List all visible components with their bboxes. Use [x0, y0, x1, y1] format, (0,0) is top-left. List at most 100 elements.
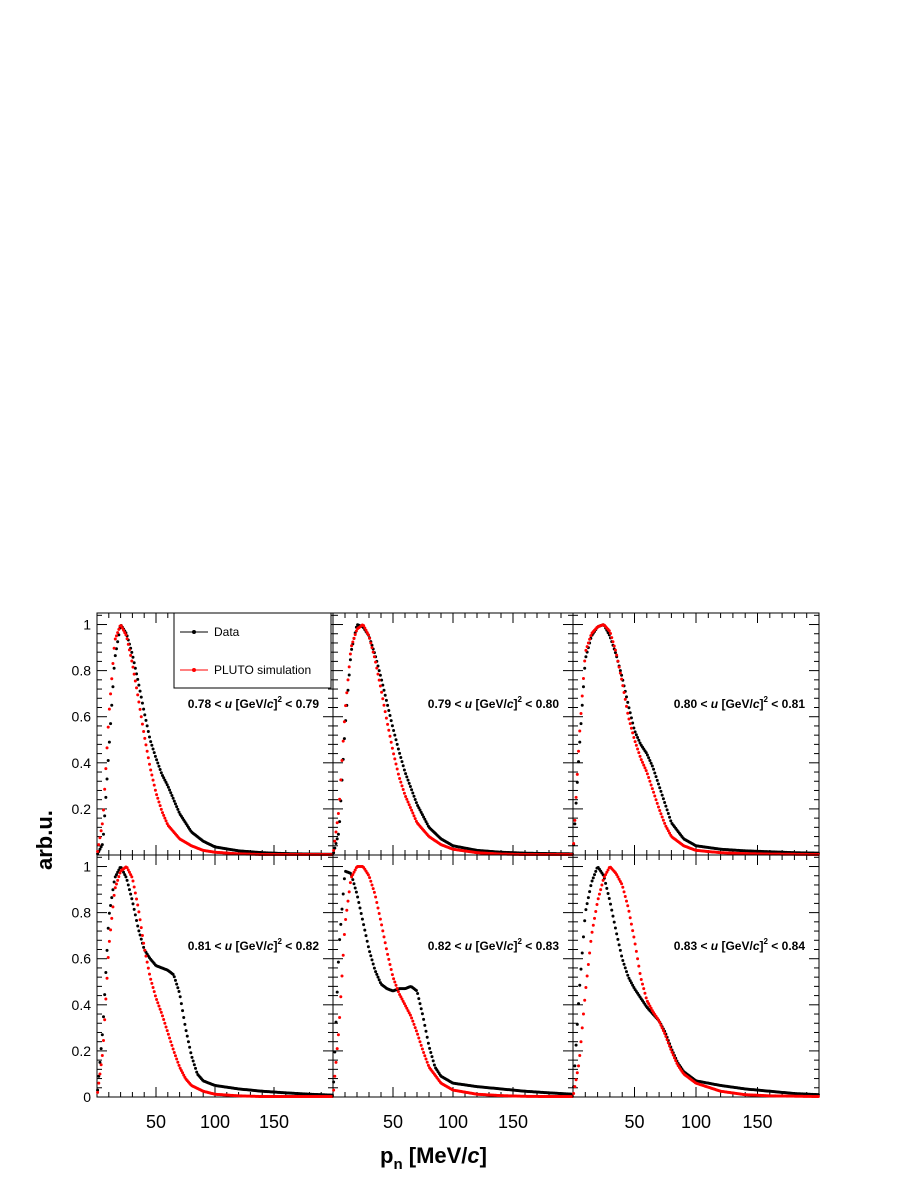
data-point	[412, 814, 416, 818]
data-point	[615, 932, 619, 936]
data-point	[333, 839, 337, 843]
data-point	[148, 735, 152, 739]
data-point	[663, 1031, 667, 1035]
data-point	[631, 983, 635, 987]
data-point	[101, 808, 105, 812]
data-point	[172, 975, 176, 979]
data-point	[399, 756, 403, 760]
data-point	[428, 1046, 432, 1050]
data-point	[626, 711, 630, 715]
data-point	[164, 1025, 168, 1029]
data-point	[98, 836, 102, 840]
data-point	[117, 627, 121, 631]
data-point	[650, 764, 654, 768]
data-point	[109, 903, 113, 907]
data-point	[426, 1063, 430, 1067]
data-point	[816, 1095, 820, 1098]
data-point	[346, 678, 350, 682]
data-point	[618, 948, 622, 952]
data-point	[610, 908, 614, 912]
panel-grid: 0.2 0.4 0.6 0.8 1 0.78 < u [GeV/c]2 < 0.79 0.7…	[72, 612, 820, 1132]
data-point	[347, 665, 351, 669]
data-point	[410, 808, 414, 812]
data-point	[641, 760, 644, 764]
data-point	[411, 791, 415, 795]
data-point	[153, 754, 157, 758]
data-point	[574, 795, 578, 799]
data-point	[395, 742, 399, 746]
data-point	[127, 870, 131, 874]
data-point	[333, 1050, 337, 1054]
data-point	[417, 997, 421, 1001]
data-point	[114, 873, 118, 877]
data-point	[351, 640, 355, 644]
x-axis-title-main: p	[380, 1143, 393, 1168]
data-point	[407, 781, 411, 785]
data-point	[663, 821, 667, 825]
data-point	[105, 746, 109, 750]
data-point	[116, 631, 120, 635]
legend-item-sim: PLUTO simulation	[180, 663, 311, 677]
data-point	[674, 1059, 678, 1063]
data-point	[634, 743, 638, 747]
x-tick-label: 150	[498, 1112, 528, 1132]
data-point	[168, 1036, 172, 1040]
data-point	[387, 708, 391, 712]
data-point	[137, 910, 141, 914]
legend-item-data: Data	[180, 625, 240, 639]
y-tick-label: 0.2	[72, 1043, 92, 1059]
data-point	[334, 841, 338, 845]
data-point	[136, 924, 140, 928]
data-point	[577, 1064, 581, 1068]
data-point	[631, 731, 635, 735]
data-point	[581, 1012, 585, 1016]
data-point	[364, 934, 368, 938]
data-point	[181, 1009, 185, 1013]
data-point	[339, 778, 343, 782]
panel-1: 0.2 0.4 0.6 0.8 1 0.78 < u [GeV/c]2 < 0.79	[72, 612, 334, 856]
data-point	[99, 1063, 103, 1067]
data-point	[332, 851, 336, 855]
data-point	[600, 883, 604, 887]
data-point	[184, 1029, 188, 1033]
data-point	[360, 917, 364, 921]
data-point	[371, 887, 375, 891]
data-point	[604, 873, 608, 877]
data-point	[98, 1060, 102, 1064]
data-point	[104, 971, 108, 975]
data-point	[111, 888, 115, 892]
data-point	[155, 758, 159, 762]
data-point	[127, 648, 131, 652]
data-point	[123, 873, 127, 877]
data-point	[126, 883, 130, 887]
data-point	[143, 948, 147, 952]
data-point	[639, 977, 643, 981]
data-point	[354, 629, 358, 633]
data-point	[131, 665, 135, 669]
data-point	[424, 1029, 428, 1033]
data-point	[336, 1033, 340, 1037]
data-point	[110, 896, 114, 900]
data-point	[345, 691, 349, 695]
data-point	[105, 948, 109, 952]
data-point	[155, 793, 159, 797]
data-point	[175, 982, 179, 986]
data-point	[129, 892, 133, 896]
data-point	[653, 771, 657, 775]
data-point	[395, 767, 399, 771]
data-point	[142, 941, 146, 945]
data-point	[156, 796, 160, 800]
data-point	[398, 751, 402, 755]
data-point	[179, 1069, 183, 1072]
data-point	[629, 981, 633, 985]
data-point	[333, 846, 337, 850]
data-point	[157, 1004, 161, 1008]
data-point	[597, 892, 601, 896]
range-label: 0.83 < u [GeV/c]2 < 0.84	[674, 937, 806, 953]
data-point	[151, 986, 155, 990]
data-point	[655, 801, 659, 805]
y-tick-label: 1	[83, 617, 91, 633]
data-point	[579, 1040, 583, 1044]
data-point	[356, 895, 360, 899]
data-point	[335, 821, 339, 825]
